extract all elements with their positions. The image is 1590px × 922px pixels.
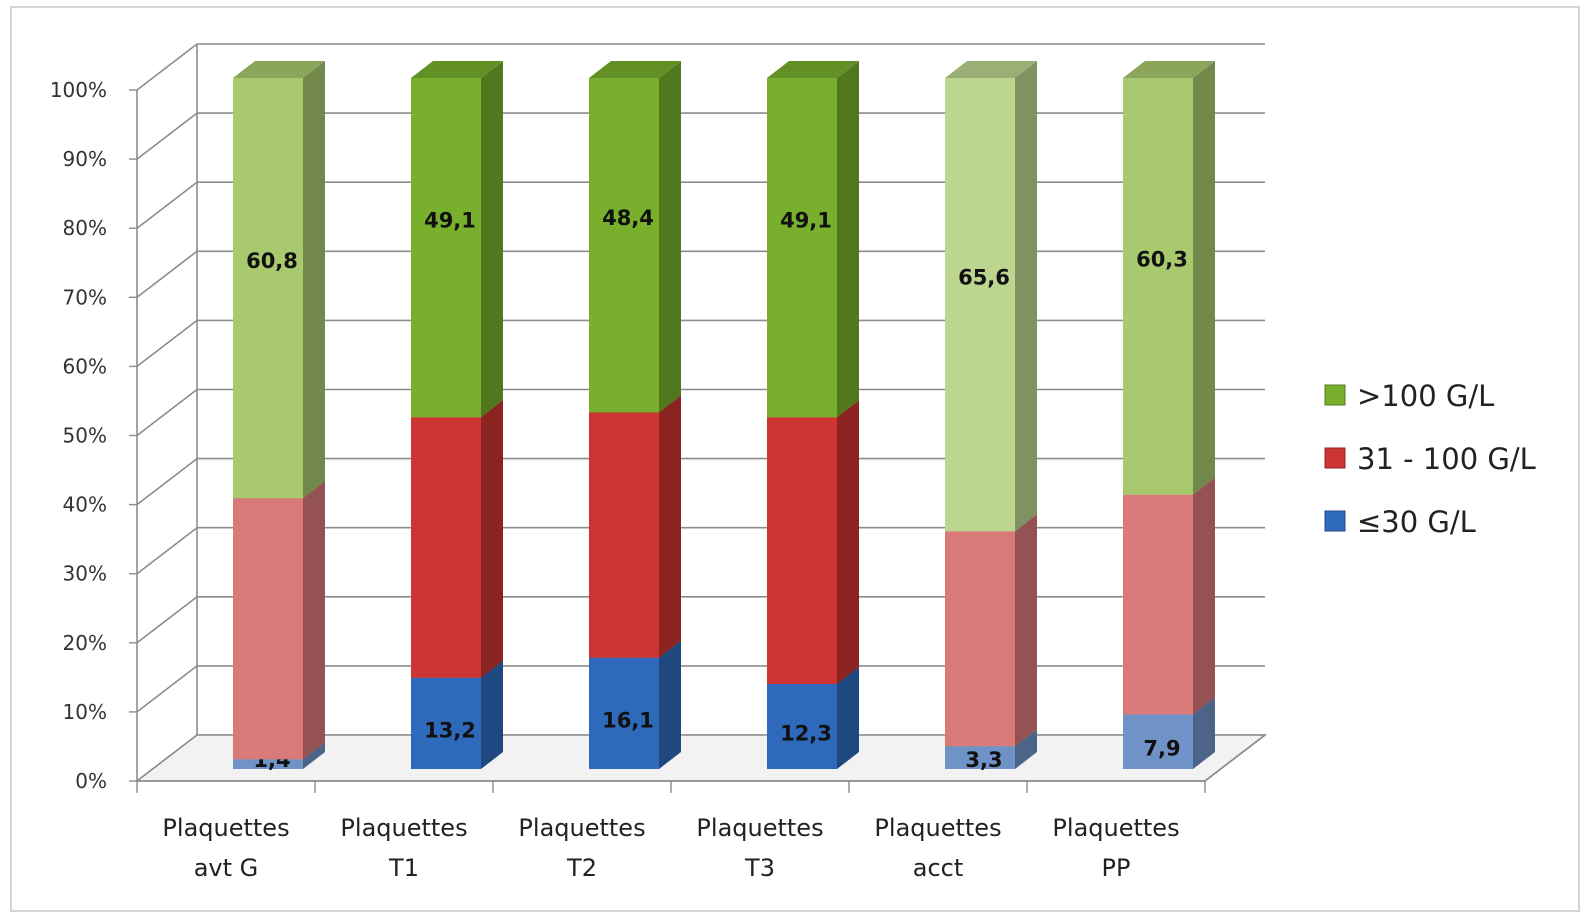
data-label: 60,3 [1136, 247, 1188, 271]
side-wall-gridline [136, 388, 198, 437]
bar-segment-top [233, 61, 325, 78]
bar-segment [945, 531, 1015, 747]
side-wall-gridline [136, 319, 198, 368]
bar-segment-top [767, 61, 859, 78]
x-tick-label: Plaquettes [696, 814, 823, 842]
y-tick-label: 70% [63, 285, 107, 309]
y-tick-label: 50% [63, 424, 107, 448]
x-tick-label: Plaquettes [874, 814, 1001, 842]
x-tick-label: acct [913, 854, 964, 882]
y-tick-label: 40% [63, 493, 107, 517]
bar-segment-side [837, 667, 859, 769]
bar-segment [767, 684, 837, 769]
data-label: 60,8 [246, 249, 298, 273]
y-tick-label: 90% [63, 147, 107, 171]
bar-segment [945, 746, 1015, 769]
side-wall-gridline [136, 112, 198, 160]
side-wall-gridline [136, 527, 198, 575]
bar-segment [589, 412, 659, 658]
side-wall-gridline [136, 665, 198, 713]
bar-segment [233, 759, 303, 769]
bar-segment-side [837, 400, 859, 685]
bar-segment-top [411, 61, 503, 78]
bar-segment-side [659, 395, 681, 658]
bar-segment [589, 78, 659, 413]
y-tick-label: 10% [63, 700, 107, 724]
bar-segment-side [1015, 729, 1037, 769]
bar-segment [589, 657, 659, 769]
data-label: 13,2 [424, 718, 476, 742]
bar-segment-side [481, 660, 503, 769]
bar-segment-side [303, 61, 325, 499]
bar-segment [1123, 78, 1193, 495]
bar-segment-side [1193, 61, 1215, 495]
bar-segment-side [303, 481, 325, 760]
x-tick-label: Plaquettes [518, 814, 645, 842]
bar-segment [233, 78, 303, 499]
side-wall-gridline [136, 457, 198, 506]
floor-right-edge [1204, 734, 1266, 782]
bar-segment-side [481, 61, 503, 418]
bar-segment [411, 78, 481, 418]
x-tick-label: T2 [566, 854, 597, 882]
legend-swatch [1324, 510, 1346, 532]
bar-segment [1123, 494, 1193, 715]
x-tick-label: avt G [194, 854, 259, 882]
legend-swatch [1324, 447, 1346, 469]
bar-segment-side [1015, 61, 1037, 532]
x-tick-label: Plaquettes [1052, 814, 1179, 842]
bar-segment-side [659, 640, 681, 769]
bar-segment [1123, 714, 1193, 769]
bar-segment [411, 417, 481, 678]
bar-segment [233, 498, 303, 760]
bar-segment-side [837, 61, 859, 418]
bar-segment-side [659, 61, 681, 413]
data-label: 65,6 [958, 266, 1010, 290]
y-tick-label: 80% [63, 216, 107, 240]
legend-label: ≤30 G/L [1357, 505, 1476, 539]
side-wall-gridline [136, 181, 198, 229]
bar-segment [767, 78, 837, 418]
bar-segment [945, 78, 1015, 532]
x-tick-label: T1 [388, 854, 419, 882]
y-tick-label: 0% [75, 769, 107, 793]
data-label: 49,1 [424, 209, 476, 233]
bar-segment-side [1193, 697, 1215, 769]
bar-segment [411, 677, 481, 769]
bar-segment-side [303, 742, 325, 769]
data-label: 48,4 [602, 206, 654, 230]
data-label: 12,3 [780, 722, 832, 746]
data-label: 3,3 [965, 748, 1002, 772]
side-wall-gridline [136, 596, 198, 644]
bar-segment-top [589, 61, 681, 78]
bar-segment [767, 417, 837, 685]
side-wall-gridline [136, 250, 198, 298]
bar-segment-side [481, 400, 503, 678]
bar-segment-side [1015, 514, 1037, 747]
bar-segment-top [1123, 61, 1215, 78]
y-tick-label: 20% [63, 631, 107, 655]
x-tick-label: T3 [744, 854, 775, 882]
legend-swatch [1324, 384, 1346, 406]
bar-segment-top [945, 61, 1037, 78]
side-wall-gridline [136, 43, 198, 91]
legend-label: >100 G/L [1357, 379, 1494, 413]
y-tick-label: 60% [63, 354, 107, 378]
x-tick-label: Plaquettes [162, 814, 289, 842]
data-label: 7,9 [1143, 737, 1180, 761]
x-tick-label: Plaquettes [340, 814, 467, 842]
data-label: 49,1 [780, 209, 832, 233]
y-tick-label: 30% [63, 562, 107, 586]
data-label: 16,1 [602, 708, 654, 732]
bar-segment-side [1193, 477, 1215, 715]
y-tick-label: 100% [50, 78, 107, 102]
legend-label: 31 - 100 G/L [1357, 442, 1536, 476]
x-tick-label: PP [1102, 854, 1131, 882]
